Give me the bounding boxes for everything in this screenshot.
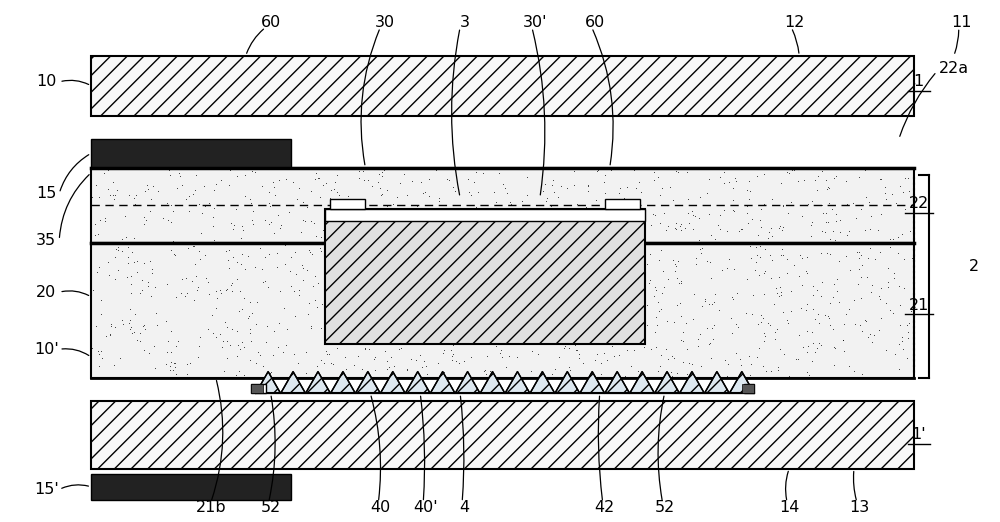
Bar: [325, 209, 645, 220]
Bar: [91, 168, 914, 243]
Text: 22a: 22a: [939, 62, 969, 76]
Text: 2: 2: [969, 259, 979, 274]
Text: 21: 21: [909, 298, 929, 313]
Text: 35: 35: [36, 233, 56, 248]
Text: 14: 14: [779, 500, 799, 515]
Text: 60: 60: [261, 15, 281, 30]
Text: 11: 11: [951, 15, 972, 30]
Text: 52: 52: [654, 500, 675, 515]
Bar: [91, 243, 914, 378]
Text: 13: 13: [849, 500, 869, 515]
Bar: [251, 384, 266, 394]
Polygon shape: [256, 372, 754, 394]
Text: 42: 42: [595, 500, 615, 515]
Bar: [330, 199, 365, 209]
Text: 15': 15': [34, 482, 59, 497]
Text: 3: 3: [460, 15, 470, 30]
Bar: [91, 139, 291, 168]
Text: 20: 20: [36, 284, 56, 300]
Text: 10: 10: [36, 74, 56, 89]
Text: 30: 30: [375, 15, 395, 30]
Text: 60: 60: [585, 15, 605, 30]
Text: 10': 10': [34, 342, 59, 357]
Bar: [742, 384, 754, 394]
Text: 15: 15: [36, 186, 56, 201]
Text: 40: 40: [370, 500, 390, 515]
Text: 40': 40': [413, 500, 438, 515]
Bar: [251, 384, 263, 394]
Text: 30': 30': [523, 15, 547, 30]
Bar: [325, 209, 645, 344]
Bar: [91, 401, 914, 469]
Text: 4: 4: [459, 500, 469, 515]
Bar: [91, 474, 291, 500]
Text: 1: 1: [914, 74, 924, 89]
Text: 52: 52: [261, 500, 281, 515]
Text: 12: 12: [784, 15, 804, 30]
Bar: [744, 384, 754, 394]
Text: 1': 1': [912, 428, 926, 443]
Text: 21b: 21b: [195, 500, 226, 515]
Text: 22: 22: [909, 196, 929, 211]
Bar: [605, 199, 640, 209]
Bar: [91, 56, 914, 115]
